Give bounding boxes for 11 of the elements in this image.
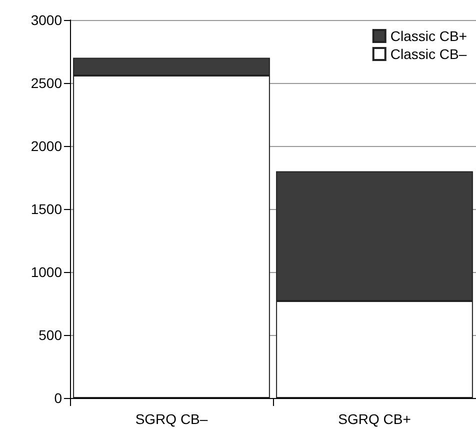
y-tick-label: 1000 xyxy=(30,264,62,280)
legend-label: Classic CB+ xyxy=(390,28,468,44)
y-tick-label: 0 xyxy=(54,390,62,406)
x-tick-label: SGRQ CB+ xyxy=(338,411,411,427)
y-tick-label: 3000 xyxy=(30,12,62,28)
y-tick-label: 1500 xyxy=(30,201,62,217)
y-tick-label: 2500 xyxy=(30,75,62,91)
y-tick-label: 500 xyxy=(38,327,62,343)
y-tick-label: 2000 xyxy=(30,138,62,154)
x-tick-label: SGRQ CB– xyxy=(135,411,208,427)
legend-label: Classic CB– xyxy=(390,46,467,62)
